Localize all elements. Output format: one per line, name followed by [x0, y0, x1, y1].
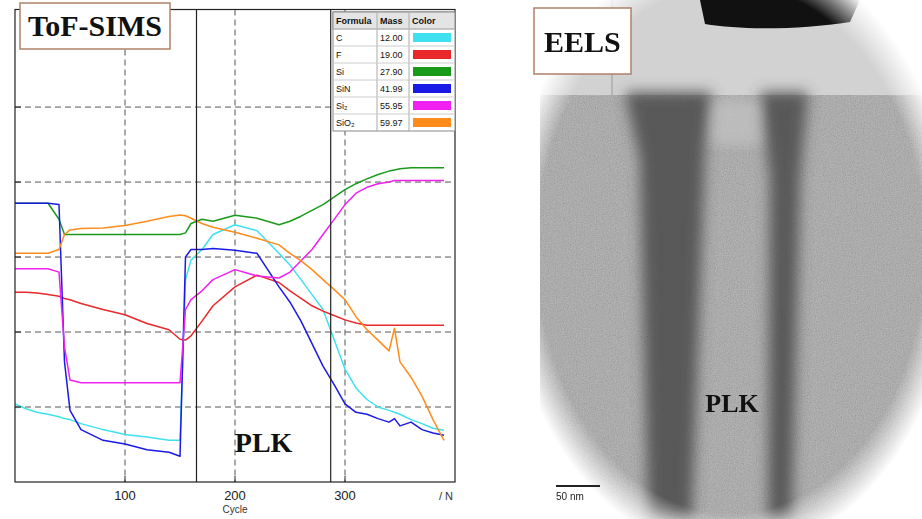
vignette: [540, 0, 922, 519]
legend-header: Formula: [336, 16, 372, 26]
legend-swatch: [413, 67, 451, 76]
axes: 100 200 300: [15, 107, 356, 503]
interface-line: [330, 10, 331, 483]
legend-row-line: [333, 114, 455, 115]
x-tick: [235, 476, 236, 482]
x-grid-line: [235, 10, 236, 483]
chart-title: ToF-SIMS: [28, 9, 162, 42]
legend-row-line: [333, 97, 455, 98]
legend-mass: 19.00: [380, 50, 403, 60]
x-axis-unit: / N: [439, 490, 453, 502]
legend-row-line: [333, 80, 455, 81]
legend-row-line: [333, 63, 455, 64]
y-tick: [15, 332, 21, 333]
y-tick: [15, 257, 21, 258]
image-title-frame: [534, 8, 631, 74]
x-grid-line: [125, 10, 126, 483]
series-line: [15, 203, 444, 456]
legend-name: F: [336, 50, 342, 60]
legend-swatch: [413, 50, 451, 59]
legend-mass: 59.97: [380, 118, 403, 128]
legend-header: Mass: [380, 16, 403, 26]
legend-header: Color: [412, 16, 436, 26]
legend: Formula Mass Color C 12.00 F 19.00 Si 27.90 SiN 41…: [333, 12, 455, 131]
image-title: EELS: [544, 25, 621, 58]
legend-name: Si₂: [336, 101, 348, 111]
legend-mass: 41.99: [380, 84, 403, 94]
legend-mass: 12.00: [380, 33, 403, 43]
x-tick-label: 300: [334, 488, 356, 503]
legend-swatch: [413, 101, 451, 110]
legend-swatch: [413, 84, 451, 93]
legend-name: Si: [336, 67, 344, 77]
legend-frame: [333, 12, 455, 131]
region-label: PLK: [235, 427, 293, 458]
legend-swatch: [413, 118, 451, 127]
series-line: [15, 181, 444, 383]
series-group: [15, 168, 444, 457]
image-label: PLK: [705, 389, 759, 418]
series-line: [15, 168, 444, 235]
y-tick: [15, 182, 21, 183]
y-grid-line: [15, 407, 455, 408]
legend-name: SiN: [336, 84, 351, 94]
legend-mass: 27.90: [380, 67, 403, 77]
x-axis-title: Cycle: [222, 504, 247, 515]
interface-line: [196, 10, 197, 483]
series-line: [15, 225, 444, 441]
x-tick-label: 100: [114, 488, 136, 503]
legend-row-line: [333, 29, 455, 30]
legend-row-line: [333, 46, 455, 47]
image-title-box: EELS: [534, 8, 631, 74]
grid: [15, 10, 455, 483]
scale-bar: [556, 485, 600, 487]
image-ground: [540, 0, 922, 519]
legend-name: C: [336, 33, 343, 43]
y-tick: [15, 107, 21, 108]
scale-bar-label: 50 nm: [556, 491, 584, 502]
figure: 100 200 300 Cycle / N PLK ToF-SIMS Formula Mass C…: [0, 0, 922, 519]
y-grid-line: [15, 257, 455, 258]
series-line: [15, 215, 444, 440]
title-frame: [20, 3, 170, 49]
micrograph: [540, 0, 922, 519]
x-tick-label: 200: [224, 488, 246, 503]
legend-swatch: [413, 33, 451, 42]
legend-col-line: [377, 12, 378, 131]
legend-name: SiO₂: [336, 118, 355, 128]
plot-frame: [15, 10, 455, 483]
series-line: [15, 275, 444, 340]
legend-header-bg: [333, 12, 455, 29]
legend-mass: 55.95: [380, 101, 403, 111]
legend-col-line: [409, 12, 410, 131]
x-tick: [125, 476, 126, 482]
title-box: ToF-SIMS: [20, 3, 170, 49]
x-tick: [345, 476, 346, 482]
y-tick: [15, 407, 21, 408]
